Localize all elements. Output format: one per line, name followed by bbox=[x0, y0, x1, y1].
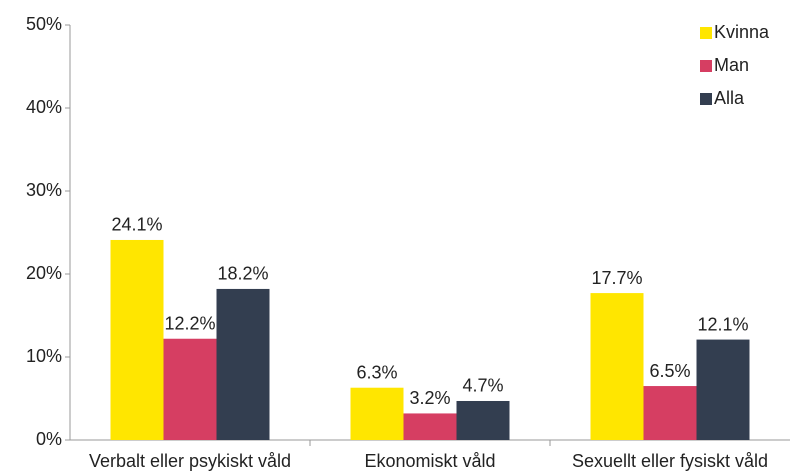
bar bbox=[110, 239, 164, 440]
value-label: 6.3% bbox=[356, 362, 397, 382]
value-label: 4.7% bbox=[462, 376, 503, 396]
legend-label: Alla bbox=[714, 88, 745, 108]
value-label: 3.2% bbox=[409, 388, 450, 408]
legend-swatch bbox=[700, 60, 712, 72]
bar bbox=[643, 386, 697, 440]
value-label: 24.1% bbox=[111, 215, 162, 235]
bar bbox=[216, 288, 270, 440]
bar bbox=[696, 339, 750, 440]
x-tick-label: Ekonomiskt våld bbox=[364, 451, 495, 471]
legend-swatch bbox=[700, 93, 712, 105]
value-label: 6.5% bbox=[649, 361, 690, 381]
y-tick-label: 30% bbox=[26, 180, 62, 200]
bar bbox=[403, 413, 457, 440]
bar bbox=[350, 387, 404, 440]
value-label: 12.1% bbox=[697, 314, 748, 334]
x-tick-label: Sexuellt eller fysiskt våld bbox=[572, 451, 768, 471]
bar bbox=[590, 293, 644, 440]
y-tick-label: 50% bbox=[26, 14, 62, 34]
value-label: 18.2% bbox=[217, 264, 268, 284]
legend-label: Man bbox=[714, 55, 749, 75]
legend-label: Kvinna bbox=[714, 22, 770, 42]
y-tick-label: 40% bbox=[26, 97, 62, 117]
y-tick-label: 0% bbox=[36, 429, 62, 449]
value-label: 17.7% bbox=[591, 268, 642, 288]
bar bbox=[456, 400, 510, 440]
x-tick-label: Verbalt eller psykiskt våld bbox=[89, 451, 291, 471]
bar bbox=[163, 338, 217, 440]
y-tick-label: 10% bbox=[26, 346, 62, 366]
legend-swatch bbox=[700, 27, 712, 39]
y-tick-label: 20% bbox=[26, 263, 62, 283]
value-label: 12.2% bbox=[164, 313, 215, 333]
